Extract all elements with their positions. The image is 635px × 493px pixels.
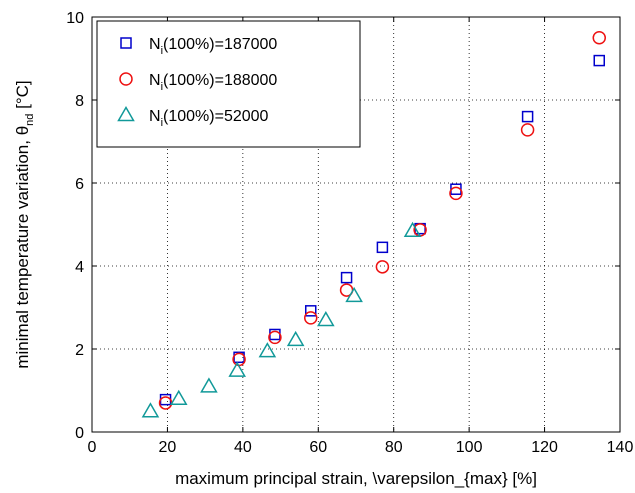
data-point [159, 393, 172, 406]
legend-marker [120, 37, 132, 49]
data-point [592, 31, 607, 45]
data-point [304, 305, 317, 317]
legend: Ni(100%)=187000 Ni(100%)=188000 Ni(100%)=5… [96, 20, 361, 148]
data-point [286, 330, 305, 347]
x-axis-label: maximum principal strain, \varepsilon_{m… [175, 469, 537, 488]
y-axis-label-main: minimal temperature variation, θ [13, 126, 32, 369]
y-tick-label: 4 [75, 259, 84, 276]
legend-box [96, 20, 361, 148]
data-point [232, 352, 246, 367]
data-point [340, 271, 353, 284]
data-point [228, 361, 246, 377]
x-tick-label: 80 [385, 439, 403, 456]
y-tick-label: 6 [75, 176, 84, 193]
y-axis-label-unit: [°C] [13, 80, 32, 113]
y-tick-label: 2 [75, 342, 84, 359]
data-point [268, 330, 282, 345]
legend-marker [119, 72, 133, 86]
y-tick-label: 10 [66, 10, 84, 27]
data-point [403, 221, 422, 237]
data-point [200, 377, 218, 393]
data-point [169, 389, 188, 406]
data-point [375, 260, 390, 274]
data-point [303, 311, 318, 325]
series-triangle [141, 221, 422, 418]
data-marks [141, 31, 607, 418]
y-axis-label-subscript: nd [24, 114, 36, 126]
data-point [376, 241, 389, 254]
x-tick-label: 0 [88, 439, 97, 456]
data-point [449, 186, 463, 201]
y-axis-label: minimal temperature variation, θnd [°C] [13, 80, 36, 368]
x-tick-label: 140 [607, 439, 634, 456]
data-point [158, 396, 173, 410]
legend-entry: Ni(100%)=188000 [149, 72, 277, 93]
y-tick-label: 0 [75, 425, 84, 442]
axis-ticks: 0 20 40 60 80 100 120 140 0 2 4 6 8 10 [66, 10, 633, 456]
x-tick-label: 40 [234, 439, 252, 456]
data-point [593, 54, 606, 67]
legend-marker [117, 105, 135, 122]
data-point [521, 110, 534, 123]
y-tick-label: 8 [75, 93, 84, 110]
data-point [258, 342, 277, 358]
data-point [141, 402, 160, 418]
x-tick-label: 60 [309, 439, 327, 456]
legend-entry: Ni(100%)=52000 [149, 108, 269, 129]
data-point [345, 286, 363, 303]
x-tick-label: 100 [456, 439, 483, 456]
x-tick-label: 120 [531, 439, 558, 456]
data-point [317, 310, 335, 327]
plot-frame [91, 16, 621, 433]
legend-entry: Ni(100%)=187000 [149, 36, 277, 57]
x-tick-label: 20 [159, 439, 177, 456]
data-point [520, 123, 535, 137]
